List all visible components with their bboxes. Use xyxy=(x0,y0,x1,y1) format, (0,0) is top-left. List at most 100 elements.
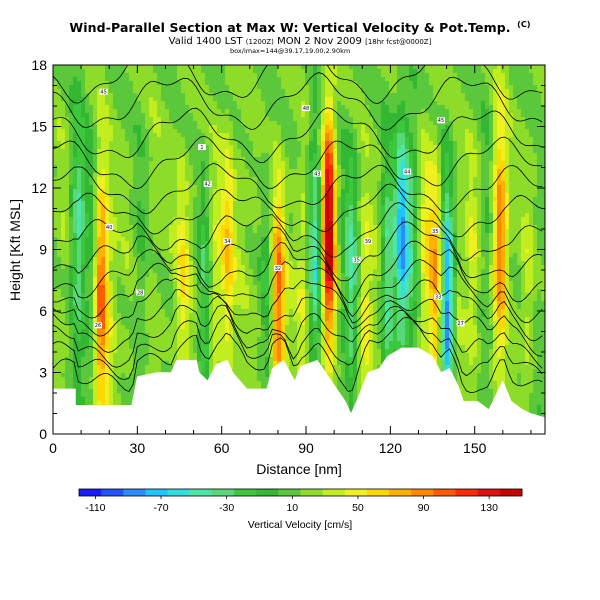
field-cell xyxy=(425,81,430,86)
field-cell xyxy=(69,125,74,130)
field-cell xyxy=(393,85,398,90)
field-cell xyxy=(165,125,170,130)
field-cell xyxy=(273,125,278,130)
field-cell xyxy=(361,181,366,186)
field-cell xyxy=(485,129,490,134)
field-cell xyxy=(525,173,530,178)
field-cell xyxy=(277,105,282,110)
field-cell xyxy=(177,65,182,70)
field-cell xyxy=(261,101,266,106)
field-cell xyxy=(501,81,506,86)
field-cell xyxy=(173,85,178,90)
field-cell xyxy=(457,209,462,214)
field-cell xyxy=(533,113,538,118)
field-cell xyxy=(305,101,310,106)
field-cell xyxy=(129,189,134,194)
field-cell xyxy=(133,201,138,206)
field-cell xyxy=(433,157,438,162)
field-cell xyxy=(453,89,458,94)
field-cell xyxy=(249,89,254,94)
field-cell xyxy=(105,181,110,186)
field-cell xyxy=(313,93,318,98)
field-cell xyxy=(325,181,330,186)
field-cell xyxy=(541,161,545,166)
field-cell xyxy=(453,101,458,106)
field-cell xyxy=(169,197,174,202)
field-cell xyxy=(85,173,90,178)
field-cell xyxy=(181,225,186,230)
field-cell xyxy=(173,121,178,126)
field-cell xyxy=(405,157,410,162)
field-cell xyxy=(145,205,150,210)
field-cell xyxy=(385,145,390,150)
field-cell xyxy=(117,73,122,78)
field-cell xyxy=(385,105,390,110)
field-cell xyxy=(161,97,166,102)
field-cell xyxy=(401,73,406,78)
field-cell xyxy=(153,145,158,150)
field-cell xyxy=(225,145,230,150)
field-cell xyxy=(213,113,218,118)
field-cell xyxy=(213,165,218,170)
field-cell xyxy=(297,133,302,138)
field-cell xyxy=(117,81,122,86)
field-cell xyxy=(361,137,366,142)
field-cell xyxy=(437,129,442,134)
field-cell xyxy=(357,185,362,190)
field-cell xyxy=(73,65,78,70)
field-cell xyxy=(373,205,378,210)
field-cell xyxy=(161,125,166,130)
field-cell xyxy=(489,157,494,162)
field-cell xyxy=(97,73,102,78)
field-cell xyxy=(113,209,118,214)
field-cell xyxy=(493,121,498,126)
field-cell xyxy=(225,221,230,226)
field-cell xyxy=(385,81,390,86)
field-cell xyxy=(137,205,142,210)
field-cell xyxy=(281,217,286,222)
field-cell xyxy=(253,185,258,190)
field-cell xyxy=(505,133,510,138)
field-cell xyxy=(325,81,330,86)
field-cell xyxy=(301,217,306,222)
field-cell xyxy=(181,173,186,178)
field-cell xyxy=(341,65,346,70)
field-cell xyxy=(361,161,366,166)
field-cell xyxy=(477,193,482,198)
field-cell xyxy=(469,165,474,170)
field-cell xyxy=(389,181,394,186)
field-cell xyxy=(57,201,62,206)
field-cell xyxy=(201,197,206,202)
field-cell xyxy=(105,209,110,214)
field-cell xyxy=(445,173,450,178)
field-cell xyxy=(97,149,102,154)
field-cell xyxy=(481,65,486,70)
field-cell xyxy=(361,133,366,138)
field-cell xyxy=(457,97,462,102)
field-cell xyxy=(141,149,146,154)
field-cell xyxy=(445,101,450,106)
field-cell xyxy=(225,97,230,102)
field-cell xyxy=(425,149,430,154)
field-cell xyxy=(169,137,174,142)
field-cell xyxy=(377,77,382,82)
field-cell xyxy=(505,193,510,198)
field-cell xyxy=(421,85,426,90)
field-cell xyxy=(249,189,254,194)
field-cell xyxy=(321,153,326,158)
field-cell xyxy=(229,109,234,114)
field-cell xyxy=(265,101,270,106)
field-cell xyxy=(141,189,146,194)
field-cell xyxy=(265,149,270,154)
field-cell xyxy=(433,165,438,170)
field-cell xyxy=(289,85,294,90)
field-cell xyxy=(453,189,458,194)
field-cell xyxy=(93,193,98,198)
field-cell xyxy=(237,185,242,190)
field-cell xyxy=(117,209,122,214)
field-cell xyxy=(341,149,346,154)
field-cell xyxy=(85,165,90,170)
field-cell xyxy=(153,65,158,70)
field-cell xyxy=(529,101,534,106)
field-cell xyxy=(465,153,470,158)
